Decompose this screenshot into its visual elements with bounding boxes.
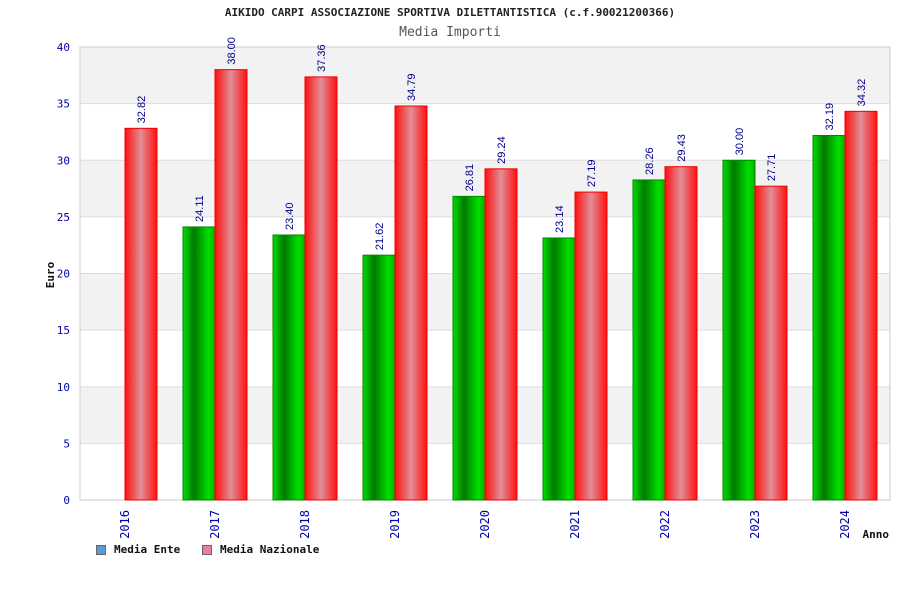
- legend-swatch-media-ente: [96, 544, 106, 555]
- data-label: 32.19: [824, 103, 836, 131]
- x-tick-label: 2018: [298, 510, 312, 539]
- data-label: 32.82: [136, 96, 148, 124]
- x-tick-label: 2017: [208, 510, 222, 539]
- x-tick-label: 2021: [568, 510, 582, 539]
- y-tick-label: 30: [57, 154, 70, 167]
- bar-media-ente: [452, 195, 486, 501]
- bar-media-nazionale: [124, 127, 158, 501]
- data-label: 29.24: [496, 136, 508, 164]
- bar-media-nazionale: [664, 166, 698, 501]
- y-tick-label: 10: [57, 381, 70, 394]
- x-tick-label: 2023: [748, 510, 762, 539]
- legend-item-media-nazionale: Media Nazionale: [202, 543, 319, 556]
- grid-band: [80, 47, 890, 104]
- bar-media-nazionale: [394, 105, 428, 501]
- y-tick-label: 25: [57, 211, 70, 224]
- legend-item-media-ente: Media Ente: [96, 543, 180, 556]
- y-tick-label: 5: [63, 437, 70, 450]
- bars-group: 32.82 24.11 38.00 23.40 37.36 21.62 34.79 26.81…: [124, 37, 878, 501]
- y-tick-label: 40: [57, 41, 70, 54]
- data-label: 26.81: [464, 164, 476, 192]
- grid-band: [80, 103, 890, 161]
- bar-media-nazionale: [214, 69, 248, 501]
- bar-media-nazionale: [754, 185, 788, 501]
- axes-group: 0 5 10 15 20 25 30 35 40 2016 2017 2018 2019 2020 2021…: [44, 41, 889, 541]
- bar-media-nazionale: [484, 168, 518, 501]
- y-tick-label: 0: [63, 494, 70, 507]
- bar-media-nazionale: [304, 76, 338, 501]
- bar-media-nazionale: [844, 110, 878, 501]
- x-tick-label: 2019: [388, 510, 402, 539]
- data-label: 21.62: [374, 223, 386, 251]
- y-tick-label: 20: [57, 268, 70, 281]
- y-axis-title: Euro: [44, 261, 57, 288]
- data-label: 37.36: [316, 44, 328, 72]
- data-label: 23.14: [554, 205, 566, 233]
- data-label: 38.00: [226, 37, 238, 65]
- bar-media-ente: [722, 159, 756, 501]
- y-tick-label: 15: [57, 324, 70, 337]
- data-label: 34.32: [856, 79, 868, 107]
- data-label: 30.00: [734, 128, 746, 156]
- data-label: 28.26: [644, 147, 656, 175]
- bar-media-ente: [812, 134, 846, 501]
- x-tick-label: 2020: [478, 510, 492, 539]
- x-tick-label: 2024: [838, 510, 852, 539]
- legend-label-media-nazionale: Media Nazionale: [220, 543, 320, 556]
- data-label: 27.19: [586, 160, 598, 188]
- chart-title: AIKIDO CARPI ASSOCIAZIONE SPORTIVA DILET…: [224, 6, 676, 19]
- bar-media-ente: [632, 179, 666, 501]
- y-tick-label: 35: [57, 98, 70, 111]
- legend-label-media-ente: Media Ente: [114, 543, 181, 556]
- legend-swatch-media-nazionale: [202, 544, 212, 555]
- bar-media-ente: [542, 237, 576, 501]
- data-label: 23.40: [284, 202, 296, 230]
- bar-media-ente: [362, 254, 396, 501]
- data-label: 24.11: [194, 195, 206, 222]
- x-tick-label: 2022: [658, 510, 672, 539]
- chart-subtitle: Media Importi: [399, 25, 501, 40]
- bar-media-nazionale: [574, 191, 608, 501]
- bar-media-ente: [182, 226, 216, 501]
- x-tick-label: 2016: [118, 510, 132, 539]
- data-label: 27.71: [766, 154, 778, 182]
- x-axis-title: Anno: [863, 528, 890, 541]
- data-label: 29.43: [676, 134, 688, 162]
- data-label: 34.79: [406, 73, 418, 101]
- bar-media-ente: [272, 234, 306, 501]
